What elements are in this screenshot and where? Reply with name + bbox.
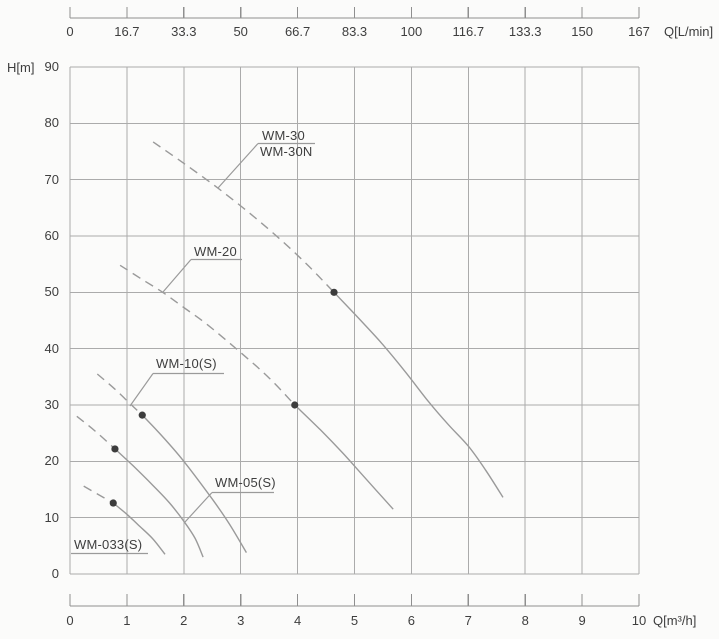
left-axis-tick-label: 30 xyxy=(44,397,59,412)
bottom-axis-tick-label: 10 xyxy=(631,613,647,628)
duty-point-WM-05(S) xyxy=(111,445,119,453)
left-axis-tick-label: 80 xyxy=(44,115,59,131)
label-leader-line xyxy=(184,492,213,523)
curve-dashed-WM-20 xyxy=(119,264,296,406)
top-axis-tick-label: 83.3 xyxy=(341,24,368,39)
bottom-axis-tick-label: 3 xyxy=(237,613,245,628)
curve-dashed-WM-033(S) xyxy=(83,485,114,504)
top-axis-unit-label: Q[L/min] xyxy=(664,24,714,39)
y-axis-unit-label: H[m] xyxy=(7,60,35,75)
curve-solid-WM-05(S) xyxy=(114,448,204,558)
curve-label: WM-30 xyxy=(262,128,305,143)
bottom-axis-tick-label: 4 xyxy=(293,613,302,628)
bottom-axis-tick-label: 9 xyxy=(578,613,586,628)
curve-label: WM-20 xyxy=(194,244,237,259)
bottom-axis-tick-label: 7 xyxy=(464,613,472,628)
curve-label: WM-30N xyxy=(260,144,313,159)
top-axis-tick-label: 50 xyxy=(233,24,248,39)
left-axis-tick-label: 10 xyxy=(44,509,59,525)
bottom-axis-tick-label: 1 xyxy=(123,613,131,628)
left-axis-tick-label: 40 xyxy=(44,340,59,356)
label-leader-line xyxy=(217,143,259,189)
bottom-axis-tick-label: 8 xyxy=(521,613,529,628)
curve-label: WM-10(S) xyxy=(156,356,217,371)
bottom-axis-tick-label: 0 xyxy=(66,613,74,628)
curve-dashed-WM-30 / WM-30N xyxy=(152,141,335,293)
curve-solid-WM-20 xyxy=(294,404,394,510)
left-axis-tick-label: 50 xyxy=(44,284,59,300)
bottom-axis-tick-label: 6 xyxy=(407,613,415,628)
duty-point-WM-10(S) xyxy=(138,411,146,419)
top-axis-tick-label: 16.7 xyxy=(114,24,140,39)
label-leader-line xyxy=(162,259,192,293)
left-axis-tick-label: 0 xyxy=(51,566,59,581)
bottom-axis-unit-label: Q[m³/h] xyxy=(653,613,697,628)
curve-solid-WM-10(S) xyxy=(141,414,247,553)
left-axis-tick-label: 60 xyxy=(44,228,59,243)
duty-point-WM-30 / WM-30N xyxy=(330,288,338,296)
top-axis-tick-label: 116.7 xyxy=(452,24,485,39)
left-axis-tick-label: 90 xyxy=(44,59,59,74)
curve-solid-WM-30 / WM-30N xyxy=(333,291,504,498)
top-axis-tick-label: 66.7 xyxy=(284,24,311,39)
label-leader-line xyxy=(129,373,154,407)
top-axis-tick-label: 0 xyxy=(66,24,74,39)
duty-point-WM-033(S) xyxy=(109,499,117,507)
top-axis-tick-label: 150 xyxy=(571,24,593,39)
top-axis-tick-label: 33.3 xyxy=(171,24,197,39)
curve-label: WM-033(S) xyxy=(74,537,143,552)
top-axis-tick-label: 167 xyxy=(628,24,650,39)
curve-solid-WM-033(S) xyxy=(112,502,166,555)
bottom-axis-tick-label: 5 xyxy=(350,613,359,628)
left-axis-tick-label: 20 xyxy=(44,453,59,469)
top-axis-tick-label: 133.3 xyxy=(508,24,542,39)
duty-point-WM-20 xyxy=(291,401,299,409)
curve-dashed-WM-05(S) xyxy=(76,415,116,450)
curve-dashed-WM-10(S) xyxy=(96,373,143,416)
top-axis-tick-label: 100 xyxy=(400,24,423,39)
curve-label: WM-05(S) xyxy=(215,475,276,490)
bottom-axis-tick-label: 2 xyxy=(180,613,188,628)
left-axis-tick-label: 70 xyxy=(44,171,59,187)
